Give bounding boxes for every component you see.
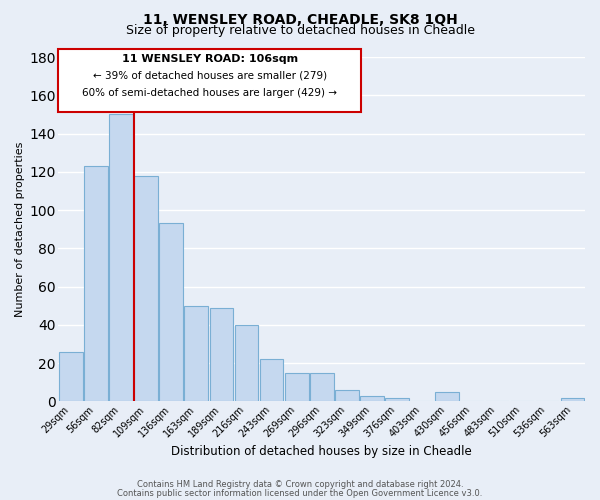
Y-axis label: Number of detached properties: Number of detached properties [15,142,25,317]
X-axis label: Distribution of detached houses by size in Cheadle: Distribution of detached houses by size … [172,444,472,458]
Text: 11, WENSLEY ROAD, CHEADLE, SK8 1QH: 11, WENSLEY ROAD, CHEADLE, SK8 1QH [143,12,457,26]
Bar [109,114,133,402]
Text: ← 39% of detached houses are smaller (279): ← 39% of detached houses are smaller (27… [93,71,327,81]
Bar [435,392,459,402]
Bar [385,398,409,402]
Bar [560,398,584,402]
Text: Contains HM Land Registry data © Crown copyright and database right 2024.: Contains HM Land Registry data © Crown c… [137,480,463,489]
Bar [285,372,308,402]
Bar [160,224,183,402]
FancyBboxPatch shape [58,48,361,112]
Bar [184,306,208,402]
Bar [260,360,283,402]
Bar [310,372,334,402]
Text: 60% of semi-detached houses are larger (429) →: 60% of semi-detached houses are larger (… [82,88,337,98]
Text: 11 WENSLEY ROAD: 106sqm: 11 WENSLEY ROAD: 106sqm [122,54,298,64]
Bar [360,396,384,402]
Bar [209,308,233,402]
Bar [235,325,259,402]
Bar [134,176,158,402]
Bar [335,390,359,402]
Bar [84,166,108,402]
Text: Size of property relative to detached houses in Cheadle: Size of property relative to detached ho… [125,24,475,37]
Bar [59,352,83,402]
Text: Contains public sector information licensed under the Open Government Licence v3: Contains public sector information licen… [118,489,482,498]
